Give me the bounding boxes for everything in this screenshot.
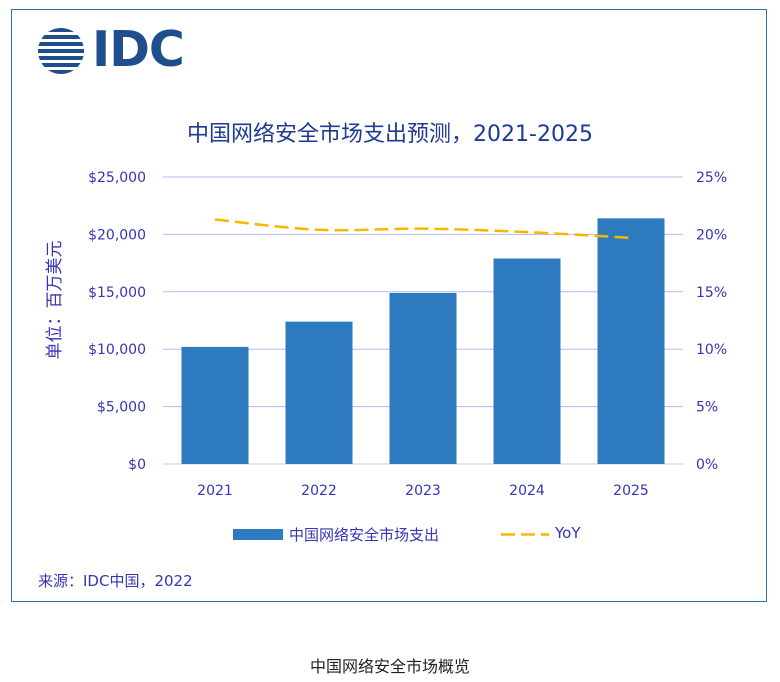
y2-tick-label: 10% bbox=[696, 342, 727, 358]
y-tick-label: $20,000 bbox=[88, 227, 146, 243]
logo-text: IDC bbox=[92, 21, 185, 78]
legend-swatch-bar bbox=[233, 529, 283, 540]
y-tick-label: $15,000 bbox=[88, 285, 146, 301]
legend-swatch-yoy bbox=[501, 533, 549, 536]
x-tick-label: 2022 bbox=[301, 483, 337, 499]
bar bbox=[389, 292, 457, 464]
y2-tick-label: 25% bbox=[696, 170, 727, 186]
idc-logo bbox=[38, 28, 84, 74]
legend-label-spending: 中国网络安全市场支出 bbox=[289, 526, 440, 544]
y2-tick-label: 15% bbox=[696, 285, 727, 301]
bar bbox=[285, 321, 353, 464]
x-tick-label: 2024 bbox=[509, 483, 545, 499]
bar bbox=[493, 258, 561, 464]
y-tick-label: $10,000 bbox=[88, 342, 146, 358]
y2-tick-label: 20% bbox=[696, 227, 727, 243]
x-tick-label: 2025 bbox=[613, 483, 649, 499]
bar bbox=[597, 218, 665, 464]
caption: 中国网络安全市场概览 bbox=[309, 657, 470, 676]
chart-title: 中国网络安全市场支出预测，2021-2025 bbox=[187, 122, 593, 147]
yoy-line bbox=[214, 218, 632, 240]
y2-tick-label: 0% bbox=[696, 457, 718, 473]
x-tick-label: 2021 bbox=[197, 483, 233, 499]
y-tick-label: $25,000 bbox=[88, 170, 146, 186]
source-note: 来源：IDC中国，2022 bbox=[38, 572, 193, 590]
y-tick-label: $5,000 bbox=[97, 400, 146, 416]
legend-label-yoy: YoY bbox=[555, 524, 581, 542]
x-tick-label: 2023 bbox=[405, 483, 441, 499]
y-tick-label: $0 bbox=[128, 457, 146, 473]
y2-tick-label: 5% bbox=[696, 400, 718, 416]
globe-icon bbox=[38, 28, 84, 74]
bar bbox=[181, 346, 249, 464]
